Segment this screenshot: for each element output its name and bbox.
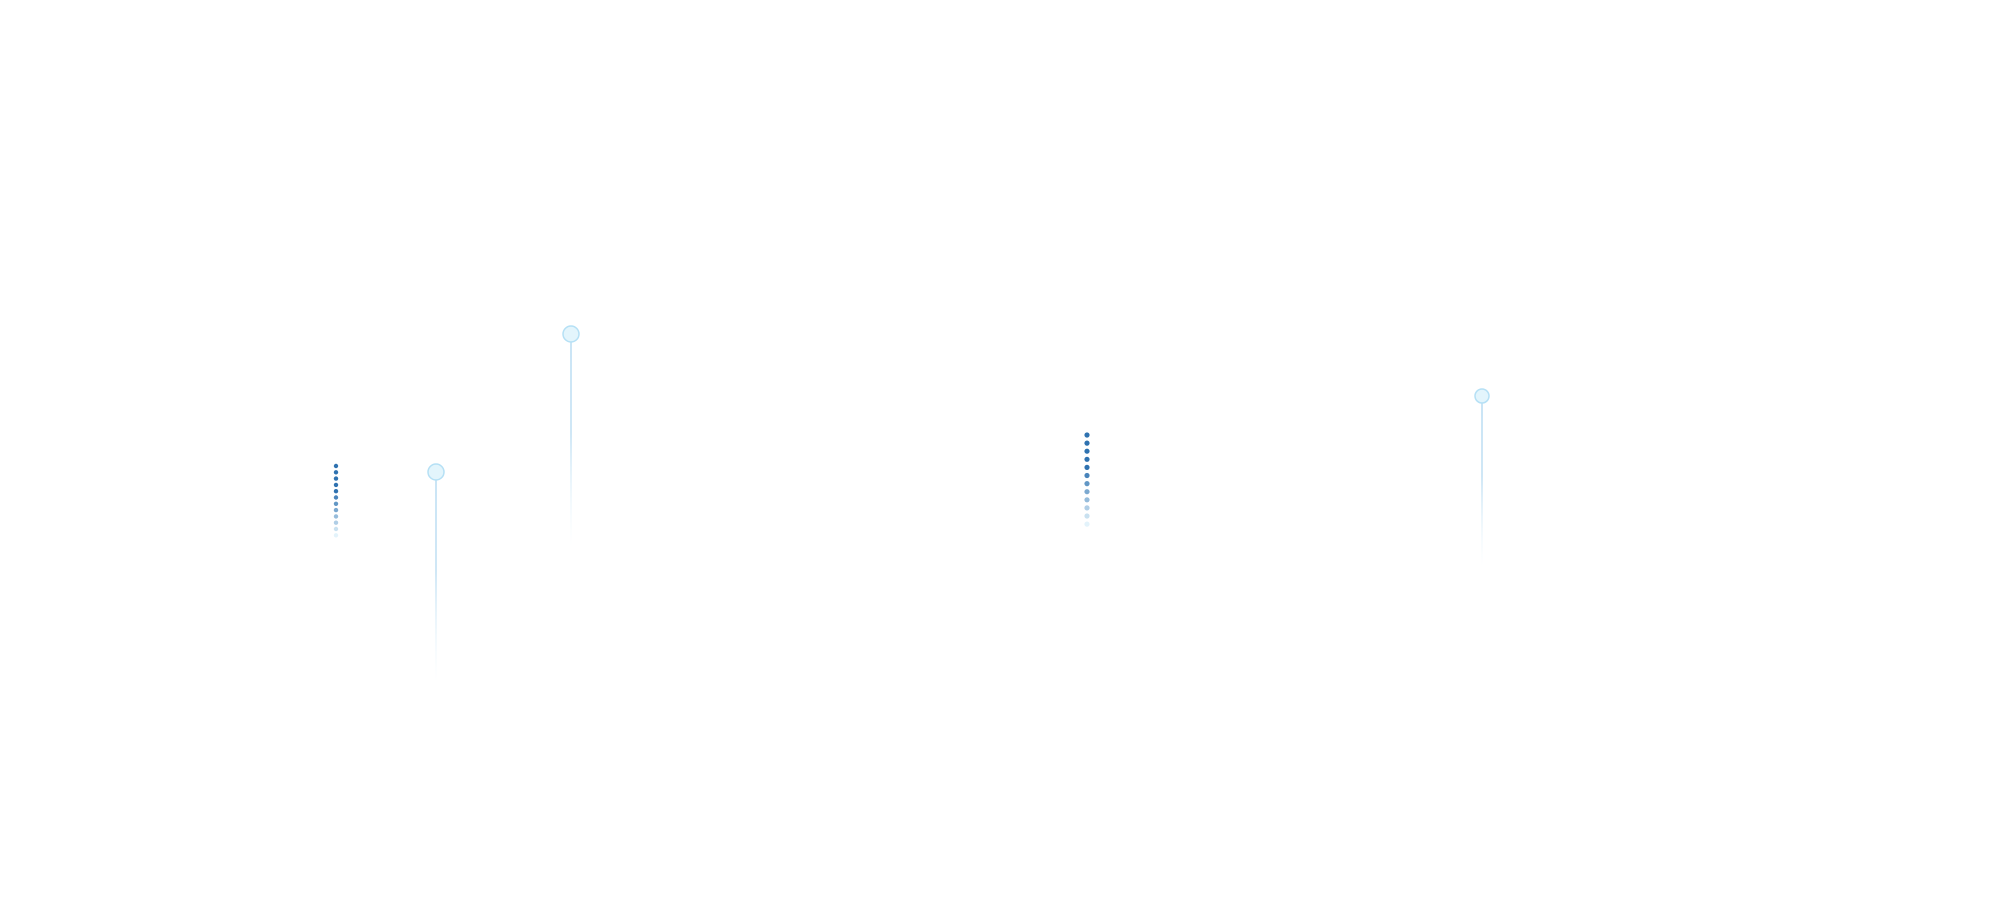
loader-dot — [1084, 497, 1090, 503]
loader-dot — [1084, 472, 1090, 479]
pin-line — [1481, 403, 1483, 567]
loader-dot — [1084, 505, 1090, 511]
pin-line — [570, 342, 572, 547]
loader-dot — [333, 482, 339, 488]
loader-dot — [1084, 481, 1090, 487]
loader-dot — [1084, 513, 1090, 519]
pin-marker-icon — [562, 325, 580, 343]
loader-dot — [333, 507, 339, 513]
loader-dot — [333, 495, 339, 500]
pin-line — [435, 480, 437, 683]
loader-dot — [1084, 448, 1090, 454]
loader-dot — [1084, 464, 1090, 470]
pin-marker-icon — [427, 463, 445, 481]
loader-dot — [1084, 456, 1090, 462]
loader-dot — [333, 520, 339, 525]
pin-marker-icon — [1474, 388, 1490, 404]
loader-dot — [333, 463, 339, 469]
loader-dot — [1084, 440, 1090, 446]
loader-dot — [333, 526, 339, 532]
loader-dot — [1084, 521, 1090, 527]
loader-dot — [333, 476, 339, 481]
loader-dot — [333, 470, 339, 475]
loader-dot — [333, 533, 339, 538]
loader-dot — [333, 514, 339, 519]
loader-dot — [1084, 432, 1090, 438]
loader-dot — [1084, 489, 1090, 495]
loader-dot — [333, 489, 339, 494]
loader-dot — [333, 501, 339, 506]
